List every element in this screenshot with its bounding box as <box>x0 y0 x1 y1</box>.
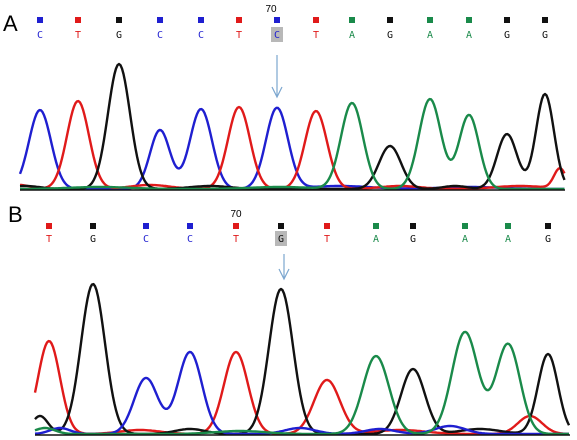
trace-t <box>20 99 566 190</box>
panel-a-label: A <box>3 11 18 36</box>
base-call-letter: T <box>324 234 330 245</box>
base-call-letter: G <box>116 30 122 41</box>
base-call-marker <box>387 17 393 23</box>
base-call-letter: G <box>387 30 393 41</box>
base-call-letter: T <box>46 234 52 245</box>
base-call-letter: A <box>349 30 355 41</box>
base-call-letter: G <box>410 234 416 245</box>
base-call-marker <box>542 17 548 23</box>
highlighted-base-box <box>271 27 283 42</box>
panel-b-position-label: 70 <box>230 209 242 220</box>
base-call-letter: A <box>462 234 468 245</box>
base-call-marker <box>274 17 280 23</box>
base-call-letter: G <box>278 234 284 245</box>
base-call-letter: A <box>466 30 472 41</box>
base-call-letter: T <box>236 30 242 41</box>
base-call-letter: C <box>143 234 149 245</box>
panel-b-arrow <box>278 254 290 281</box>
base-call-letter: G <box>545 234 551 245</box>
base-call-marker <box>278 223 284 229</box>
base-call-letter: G <box>90 234 96 245</box>
panel-a: A 70 C T G C C T C T A G A A G G <box>3 4 566 191</box>
base-call-letter: G <box>542 30 548 41</box>
trace-a <box>20 97 565 191</box>
base-call-marker <box>505 223 511 229</box>
base-call-letter: T <box>233 234 239 245</box>
trace-g <box>34 282 571 436</box>
trace-c <box>34 350 569 436</box>
trace-a <box>34 330 569 436</box>
panel-a-arrow <box>271 55 283 99</box>
base-call-marker <box>313 17 319 23</box>
panel-b-label: B <box>8 202 23 227</box>
base-call-letter: C <box>157 30 163 41</box>
trace-t <box>33 339 569 436</box>
base-call-marker <box>324 223 330 229</box>
base-call-letter: C <box>37 30 43 41</box>
base-call-letter: A <box>427 30 433 41</box>
base-call-marker <box>116 17 122 23</box>
base-call-marker <box>198 17 204 23</box>
base-call-letter: G <box>504 30 510 41</box>
base-call-marker <box>90 223 96 229</box>
panel-a-position-label: 70 <box>265 4 277 15</box>
base-call-marker <box>373 223 379 229</box>
base-call-letter: T <box>75 30 81 41</box>
base-call-marker <box>187 223 193 229</box>
base-call-letter: A <box>505 234 511 245</box>
base-call-letter: T <box>313 30 319 41</box>
base-call-marker <box>410 223 416 229</box>
base-call-letter: A <box>373 234 379 245</box>
base-call-marker <box>545 223 551 229</box>
base-call-marker <box>233 223 239 229</box>
base-call-marker <box>75 17 81 23</box>
base-call-marker <box>504 17 510 23</box>
base-call-marker <box>462 223 468 229</box>
base-call-marker <box>349 17 355 23</box>
base-call-marker <box>236 17 242 23</box>
base-call-marker <box>143 223 149 229</box>
base-call-marker <box>466 17 472 23</box>
base-call-marker <box>157 17 163 23</box>
base-call-marker <box>427 17 433 23</box>
base-call-marker <box>37 17 43 23</box>
highlighted-base-box <box>275 231 287 246</box>
trace-g <box>19 62 566 191</box>
panel-b: B 70 T G C C T G T A G A A G <box>8 202 571 436</box>
base-call-marker <box>46 223 52 229</box>
panel-a-traces <box>18 62 566 191</box>
panel-b-traces <box>33 282 571 436</box>
base-call-letter: C <box>198 30 204 41</box>
base-call-letter: C <box>274 30 280 41</box>
base-call-letter: C <box>187 234 193 245</box>
